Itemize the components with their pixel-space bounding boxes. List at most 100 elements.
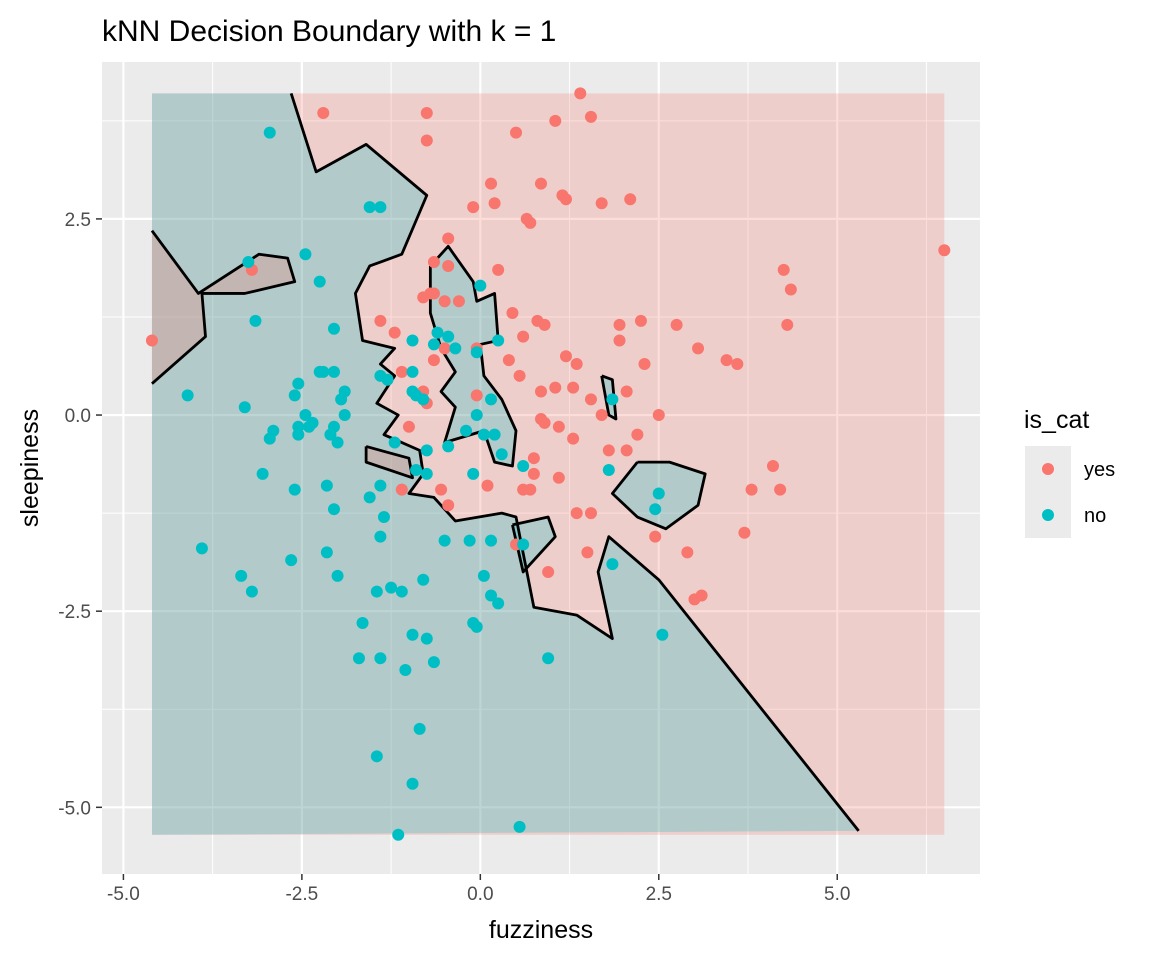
- point-no: [292, 428, 305, 441]
- point-yes: [567, 432, 580, 445]
- region-yes: [366, 446, 413, 478]
- point-no: [377, 511, 390, 524]
- point-no: [413, 722, 426, 735]
- point-no: [467, 467, 480, 480]
- y-tick-label: -2.5: [58, 602, 91, 623]
- point-no: [288, 389, 301, 402]
- legend-marker-no: [1042, 509, 1054, 521]
- point-no: [485, 589, 498, 602]
- point-no: [306, 416, 319, 429]
- point-no: [235, 569, 248, 582]
- point-no: [299, 248, 312, 261]
- point-no: [288, 483, 301, 496]
- boundary-line: [600, 374, 618, 421]
- point-yes: [581, 546, 594, 559]
- point-yes: [624, 193, 637, 206]
- point-no: [388, 436, 401, 449]
- point-no: [285, 554, 298, 567]
- point-yes: [374, 314, 387, 327]
- point-no: [652, 487, 665, 500]
- point-no: [485, 393, 498, 406]
- point-yes: [442, 232, 455, 245]
- point-no: [406, 334, 419, 347]
- point-yes: [638, 358, 651, 371]
- point-yes: [692, 342, 705, 355]
- point-no: [420, 467, 433, 480]
- point-yes: [613, 318, 626, 331]
- point-no: [431, 326, 444, 339]
- point-no: [313, 275, 326, 288]
- data-points: [145, 87, 951, 841]
- point-no: [356, 616, 369, 629]
- region-no: [151, 93, 859, 835]
- point-no: [395, 585, 408, 598]
- point-yes: [542, 565, 555, 578]
- point-yes: [595, 197, 608, 210]
- point-no: [460, 424, 473, 437]
- point-yes: [402, 420, 415, 433]
- point-yes: [549, 381, 562, 394]
- point-no: [385, 581, 398, 594]
- point-yes: [738, 526, 751, 539]
- region-yes: [151, 93, 945, 835]
- point-yes: [538, 416, 551, 429]
- point-yes: [427, 256, 440, 269]
- point-yes: [435, 483, 448, 496]
- point-yes: [620, 385, 633, 398]
- decision-region: [151, 93, 945, 835]
- point-no: [263, 432, 276, 445]
- point-no: [602, 463, 615, 476]
- point-yes: [745, 483, 758, 496]
- point-no: [374, 530, 387, 543]
- point-yes: [620, 444, 633, 457]
- point-yes: [602, 444, 615, 457]
- point-no: [438, 534, 451, 547]
- legend-label-no: no: [1084, 505, 1106, 527]
- point-yes: [570, 358, 583, 371]
- x-axis-title: fuzziness: [489, 916, 593, 944]
- point-no: [420, 632, 433, 645]
- point-yes: [538, 318, 551, 331]
- point-no: [517, 538, 530, 551]
- point-no: [513, 820, 526, 833]
- point-yes: [485, 177, 498, 190]
- point-no: [463, 534, 476, 547]
- point-yes: [395, 365, 408, 378]
- point-yes: [317, 106, 330, 119]
- point-no: [245, 585, 258, 598]
- point-no: [606, 393, 619, 406]
- point-no: [335, 393, 348, 406]
- x-tick-label: 0.0: [467, 884, 493, 905]
- point-no: [449, 342, 462, 355]
- point-no: [331, 569, 344, 582]
- point-yes: [731, 358, 744, 371]
- point-no: [492, 334, 505, 347]
- point-no: [238, 401, 251, 414]
- point-no: [327, 322, 340, 335]
- decision-boundary: [150, 92, 860, 832]
- point-yes: [442, 259, 455, 272]
- point-yes: [559, 193, 572, 206]
- y-tick-label: -5.0: [58, 798, 91, 819]
- point-no: [181, 389, 194, 402]
- point-yes: [784, 283, 797, 296]
- point-yes: [467, 201, 480, 214]
- point-yes: [492, 263, 505, 276]
- point-yes: [535, 385, 547, 398]
- point-no: [370, 585, 383, 598]
- point-no: [470, 346, 483, 359]
- point-yes: [527, 467, 540, 480]
- point-yes: [720, 354, 733, 367]
- point-no: [406, 628, 419, 641]
- point-no: [427, 656, 440, 669]
- point-no: [495, 448, 508, 461]
- point-no: [374, 652, 387, 665]
- point-yes: [574, 87, 587, 100]
- point-yes: [535, 177, 547, 190]
- y-axis-title: sleepiness: [16, 409, 44, 527]
- point-no: [374, 479, 387, 492]
- point-yes: [438, 342, 451, 355]
- point-no: [470, 409, 483, 422]
- point-yes: [438, 295, 451, 308]
- point-yes: [549, 114, 562, 127]
